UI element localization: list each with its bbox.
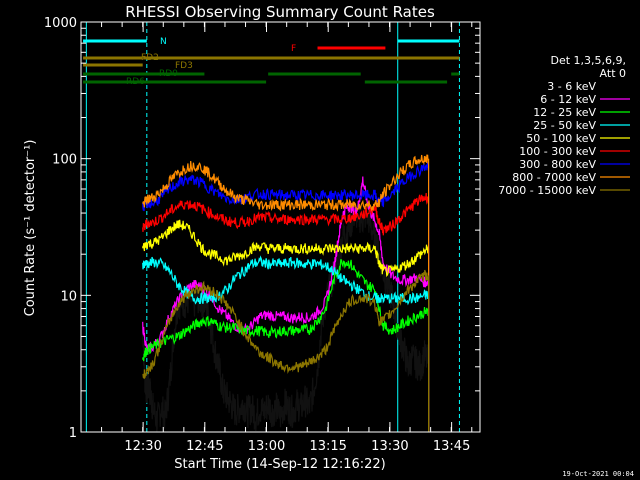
legend-label-7: 800 - 7000 keV [512, 171, 596, 184]
x-tick-label: 13:45 [433, 439, 470, 454]
series-line-0 [142, 200, 430, 433]
legend-label-6: 300 - 800 keV [519, 158, 596, 171]
legend-label-3: 25 - 50 keV [533, 119, 596, 132]
legend-header-1: Att 0 [600, 67, 626, 80]
x-tick-label: 13:30 [371, 439, 408, 454]
segment-label-rd6: RD6 [126, 77, 145, 87]
segment-label-fd2: FD2 [141, 53, 159, 63]
plot-frame [80, 21, 481, 433]
legend-label-2: 12 - 25 keV [533, 106, 596, 119]
segment-label-fd3: FD3 [175, 61, 193, 71]
legend-label-1: 6 - 12 keV [540, 93, 596, 106]
legend-label-4: 50 - 100 keV [526, 132, 596, 145]
series-line-2 [142, 259, 430, 432]
segment-label-n: N [160, 37, 167, 47]
segment-label-rd0: RD0 [159, 69, 178, 79]
series-line-1 [142, 176, 430, 432]
y-tick-label: 100 [52, 153, 77, 168]
legend-label-8: 7000 - 15000 keV [498, 184, 596, 197]
x-tick-label: 13:00 [248, 439, 285, 454]
x-tick-label: 12:30 [124, 439, 161, 454]
series-line-4 [142, 219, 430, 432]
legend-label-0: 3 - 6 keV [547, 80, 596, 93]
x-axis-label: Start Time (14-Sep-12 12:16:22) [174, 457, 385, 472]
footer-timestamp: 19-Oct-2021 00:04 [562, 470, 634, 478]
series-line-6 [142, 160, 430, 432]
chart-title: RHESSI Observing Summary Count Rates [125, 3, 435, 21]
series-line-5 [142, 192, 430, 432]
x-tick-label: 12:45 [186, 439, 223, 454]
series-line-8 [142, 269, 430, 432]
segment-label-f: F [291, 44, 296, 54]
series-line-7 [142, 154, 430, 432]
x-tick-label: 13:15 [309, 439, 346, 454]
y-tick-label: 10 [60, 289, 77, 304]
legend-label-5: 100 - 300 keV [519, 145, 596, 158]
legend-header-0: Det 1,3,5,6,9, [550, 54, 626, 67]
series-line-3 [142, 255, 430, 432]
y-axis-label: Count Rate (s⁻¹ detector⁻¹) [23, 140, 38, 317]
y-tick-label: 1000 [44, 16, 77, 31]
y-tick-label: 1 [69, 426, 77, 441]
